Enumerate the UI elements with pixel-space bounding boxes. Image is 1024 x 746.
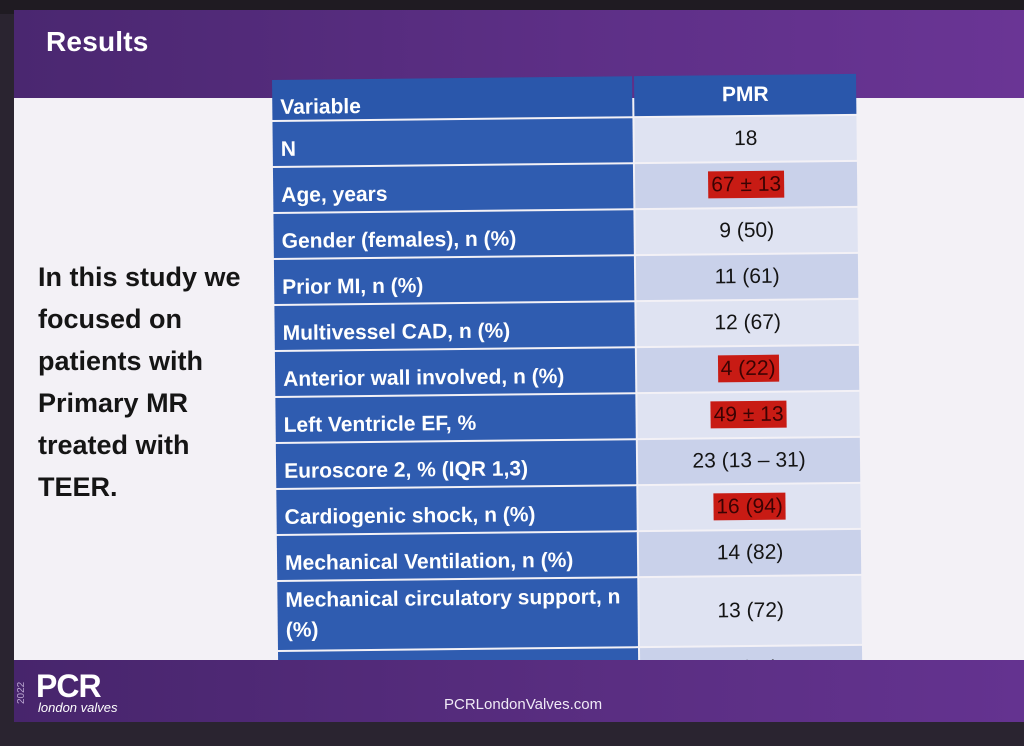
variable-cell: Cardiogenic shock, n (%) [276, 486, 637, 534]
variable-cell: Gender (females), n (%) [273, 210, 635, 258]
highlighted-value: 67 ± 13 [708, 170, 785, 199]
value-text: 14 (82) [716, 540, 784, 565]
value-text: 13 (72) [717, 598, 785, 623]
value-text: 18 [733, 126, 758, 151]
variable-cell: Anterior wall involved, n (%) [274, 348, 636, 396]
variable-cell: Multivessel CAD, n (%) [274, 302, 635, 350]
value-cell: 18 [634, 115, 857, 163]
description-line: TEER. [38, 472, 118, 502]
variable-cell: Left Ventricle EF, % [275, 394, 636, 442]
value-cell: 23 (13 – 31) [637, 437, 861, 485]
value-text: 23 (13 – 31) [692, 448, 806, 473]
header-pmr: PMR [634, 73, 857, 117]
description-line: treated with [38, 430, 190, 460]
slide-footer: 2022 PCR london valves PCRLondonValves.c… [14, 660, 1024, 722]
variable-cell: Age, years [272, 164, 634, 212]
value-text: 12 (67) [714, 310, 782, 335]
table-row: Euroscore 2, % (IQR 1,3) 23 (13 – 31) [275, 437, 861, 488]
value-cell: 4 (22) [637, 345, 860, 393]
presentation-slide: Results In this study we focused on pati… [14, 10, 1024, 722]
value-cell: 11 (61) [636, 253, 859, 301]
description-line: focused on [38, 304, 183, 334]
slide-title: Results [46, 26, 149, 57]
table-header-row: Variable PMR [272, 73, 857, 120]
table-row: N 18 [272, 115, 857, 166]
variable-cell: Euroscore 2, % (IQR 1,3) [275, 440, 637, 488]
pcr-logo: PCR [36, 668, 102, 704]
highlighted-value: 49 ± 13 [710, 400, 787, 429]
description-line: Primary MR [38, 388, 189, 418]
table-row: Age, years 67 ± 13 [272, 161, 858, 212]
value-cell: 13 (72) [639, 575, 862, 647]
table-row: Anterior wall involved, n (%) 4 (22) [274, 345, 860, 396]
description-line: patients with [38, 346, 204, 376]
study-description: In this study we focused on patients wit… [38, 256, 258, 508]
table-row: Cardiogenic shock, n (%) 16 (94) [276, 483, 861, 534]
table-row: Left Ventricle EF, % 49 ± 13 [275, 391, 860, 442]
variable-cell: N [272, 118, 634, 166]
year-label: 2022 [16, 681, 27, 704]
variable-cell: Mechanical Ventilation, n (%) [276, 532, 638, 580]
value-cell: 67 ± 13 [635, 161, 858, 209]
results-table: Variable PMR N 18 Age, years 67 ± 13 Gender … [270, 72, 864, 698]
variable-cell: Prior MI, n (%) [273, 256, 635, 304]
value-text: 9 (50) [719, 218, 775, 243]
value-cell: 16 (94) [638, 483, 861, 531]
header-variable: Variable [272, 76, 633, 120]
value-cell: 12 (67) [636, 299, 859, 347]
logo-subtitle: london valves [38, 700, 118, 715]
variable-cell: Mechanical circulatory support, n (%) [277, 578, 639, 650]
table-row: Multivessel CAD, n (%) 12 (67) [274, 299, 859, 350]
value-cell: 49 ± 13 [637, 391, 860, 439]
description-line: In this study we [38, 262, 241, 292]
table-row: Mechanical circulatory support, n (%) 13 … [277, 575, 862, 650]
highlighted-value: 16 (94) [713, 492, 786, 521]
table-body: N 18 Age, years 67 ± 13 Gender (females), n … [272, 115, 863, 696]
highlighted-value: 4 (22) [717, 354, 779, 383]
value-cell: 9 (50) [635, 207, 858, 255]
footer-url: PCRLondonValves.com [444, 696, 603, 713]
value-text: 11 (61) [714, 264, 780, 289]
table-row: Prior MI, n (%) 11 (61) [273, 253, 859, 304]
table-row: Gender (females), n (%) 9 (50) [273, 207, 858, 258]
value-cell: 14 (82) [638, 529, 862, 577]
table-row: Mechanical Ventilation, n (%) 14 (82) [276, 529, 862, 580]
